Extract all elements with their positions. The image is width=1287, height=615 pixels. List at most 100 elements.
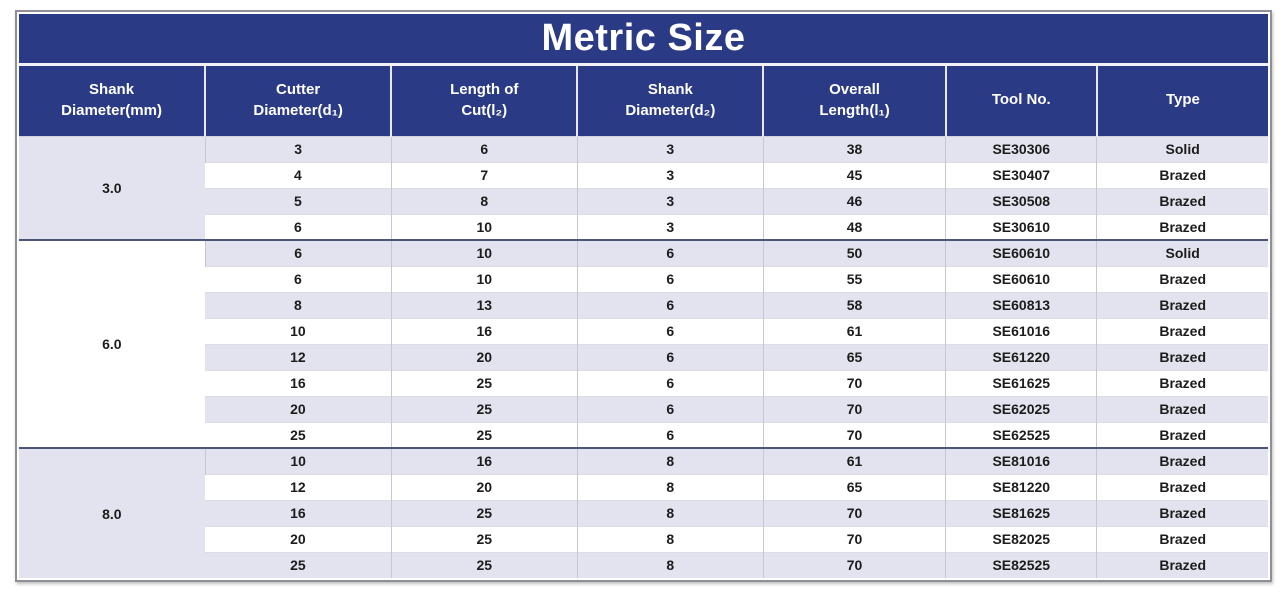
cell-shank-diameter-d2: 3 — [576, 161, 764, 188]
cell-length-of-cut-l2: 25 — [390, 525, 578, 552]
cell-cutter-diameter-d1: 16 — [205, 369, 392, 396]
cell-cutter-diameter-d1: 8 — [205, 291, 392, 318]
cell-overall-length-l1: 70 — [762, 525, 946, 552]
cell-overall-length-l1: 70 — [762, 551, 946, 578]
cell-length-of-cut-l2: 25 — [390, 499, 578, 526]
table-row: 6 10 6 55 SE60610 Brazed — [19, 265, 1268, 292]
cell-type: Brazed — [1096, 499, 1268, 526]
cell-overall-length-l1: 70 — [762, 395, 946, 422]
cell-tool-no: SE61220 — [945, 343, 1097, 370]
group-cell-shank-diameter: 8.0 — [19, 447, 206, 578]
column-header-length-of-cut-l2: Length of Cut(l₂) — [390, 64, 578, 137]
cell-type: Brazed — [1096, 213, 1268, 240]
title-row: Metric Size — [19, 14, 1268, 66]
table-row: 8 13 6 58 SE60813 Brazed — [19, 291, 1268, 318]
table-row: 25 25 8 70 SE82525 Brazed — [19, 551, 1268, 578]
cell-overall-length-l1: 58 — [762, 291, 946, 318]
cell-type: Solid — [1096, 136, 1268, 162]
cell-length-of-cut-l2: 7 — [390, 161, 578, 188]
column-header-shank-diameter-mm: Shank Diameter(mm) — [19, 64, 206, 137]
page-title: Metric Size — [19, 14, 1268, 66]
cell-tool-no: SE81220 — [945, 473, 1097, 500]
cell-cutter-diameter-d1: 5 — [205, 187, 392, 214]
cell-shank-diameter-d2: 8 — [576, 473, 764, 500]
metric-size-table-frame: Metric Size Shank Diameter(mm) Cutter Dia… — [15, 10, 1272, 582]
cell-tool-no: SE81625 — [945, 499, 1097, 526]
cell-overall-length-l1: 38 — [762, 136, 946, 162]
cell-type: Brazed — [1096, 447, 1268, 474]
cell-length-of-cut-l2: 25 — [390, 421, 578, 448]
cell-shank-diameter-d2: 3 — [576, 213, 764, 240]
cell-tool-no: SE30407 — [945, 161, 1097, 188]
cell-tool-no: SE60610 — [945, 239, 1097, 266]
cell-shank-diameter-d2: 3 — [576, 136, 764, 162]
cell-length-of-cut-l2: 25 — [390, 369, 578, 396]
cell-cutter-diameter-d1: 6 — [204, 239, 392, 266]
metric-size-table: Metric Size Shank Diameter(mm) Cutter Dia… — [19, 14, 1268, 578]
table-row: 6 10 3 48 SE30610 Brazed — [19, 213, 1268, 240]
table-row: 12 20 6 65 SE61220 Brazed — [19, 343, 1268, 370]
cell-overall-length-l1: 50 — [762, 239, 946, 266]
cell-tool-no: SE61016 — [945, 317, 1097, 344]
table-row: 3.0 3 6 3 38 SE30306 Solid — [19, 136, 1268, 240]
cell-type: Brazed — [1096, 265, 1268, 292]
cell-type: Brazed — [1096, 473, 1268, 500]
cell-tool-no: SE60610 — [945, 265, 1097, 292]
cell-overall-length-l1: 61 — [762, 447, 946, 474]
cell-cutter-diameter-d1: 10 — [204, 447, 392, 474]
cell-type: Brazed — [1096, 421, 1268, 448]
cell-tool-no: SE60813 — [945, 291, 1097, 318]
cell-tool-no: SE62025 — [945, 395, 1097, 422]
cell-shank-diameter-d2: 6 — [576, 395, 764, 422]
group-cell-shank-diameter: 3.0 — [19, 136, 206, 240]
cell-overall-length-l1: 45 — [762, 161, 946, 188]
cell-type: Brazed — [1096, 525, 1268, 552]
cell-length-of-cut-l2: 16 — [390, 317, 578, 344]
cell-type: Solid — [1096, 239, 1268, 266]
cell-tool-no: SE61625 — [945, 369, 1097, 396]
cell-shank-diameter-d2: 6 — [576, 421, 764, 448]
cell-length-of-cut-l2: 10 — [390, 239, 578, 266]
cell-overall-length-l1: 55 — [762, 265, 946, 292]
cell-length-of-cut-l2: 10 — [390, 213, 578, 240]
cell-type: Brazed — [1096, 291, 1268, 318]
cell-shank-diameter-d2: 8 — [576, 447, 764, 474]
cell-type: Brazed — [1096, 161, 1268, 188]
table-row: 5 8 3 46 SE30508 Brazed — [19, 187, 1268, 214]
cell-overall-length-l1: 65 — [762, 343, 946, 370]
cell-shank-diameter-d2: 6 — [576, 369, 764, 396]
cell-cutter-diameter-d1: 6 — [205, 265, 392, 292]
table-row: 12 20 8 65 SE81220 Brazed — [19, 473, 1268, 500]
column-header-row: Shank Diameter(mm) Cutter Diameter(d₁) Len… — [19, 64, 1268, 137]
table-row: 20 25 8 70 SE82025 Brazed — [19, 525, 1268, 552]
column-header-type: Type — [1095, 64, 1268, 137]
column-header-shank-diameter-d2: Shank Diameter(d₂) — [576, 64, 764, 137]
cell-length-of-cut-l2: 6 — [390, 136, 578, 162]
cell-type: Brazed — [1096, 369, 1268, 396]
column-header-tool-no: Tool No. — [944, 64, 1097, 137]
table-row: 20 25 6 70 SE62025 Brazed — [19, 395, 1268, 422]
table-row: 8.0 10 16 8 61 SE81016 Brazed — [19, 447, 1268, 578]
cell-overall-length-l1: 70 — [762, 369, 946, 396]
cell-cutter-diameter-d1: 6 — [205, 213, 392, 240]
cell-shank-diameter-d2: 6 — [576, 291, 764, 318]
table-row: 4 7 3 45 SE30407 Brazed — [19, 161, 1268, 188]
cell-overall-length-l1: 61 — [762, 317, 946, 344]
cell-tool-no: SE62525 — [945, 421, 1097, 448]
table-row: 16 25 6 70 SE61625 Brazed — [19, 369, 1268, 396]
cell-cutter-diameter-d1: 25 — [205, 551, 392, 578]
cell-cutter-diameter-d1: 16 — [205, 499, 392, 526]
cell-cutter-diameter-d1: 4 — [205, 161, 392, 188]
cell-cutter-diameter-d1: 12 — [205, 343, 392, 370]
cell-type: Brazed — [1096, 317, 1268, 344]
cell-tool-no: SE82525 — [945, 551, 1097, 578]
cell-cutter-diameter-d1: 12 — [205, 473, 392, 500]
cell-length-of-cut-l2: 10 — [390, 265, 578, 292]
cell-tool-no: SE30306 — [945, 136, 1097, 162]
cell-tool-no: SE30610 — [945, 213, 1097, 240]
table-row: 25 25 6 70 SE62525 Brazed — [19, 421, 1268, 448]
cell-overall-length-l1: 70 — [762, 499, 946, 526]
cell-cutter-diameter-d1: 10 — [205, 317, 392, 344]
cell-shank-diameter-d2: 6 — [576, 343, 764, 370]
group-cell-shank-diameter: 6.0 — [19, 239, 206, 448]
